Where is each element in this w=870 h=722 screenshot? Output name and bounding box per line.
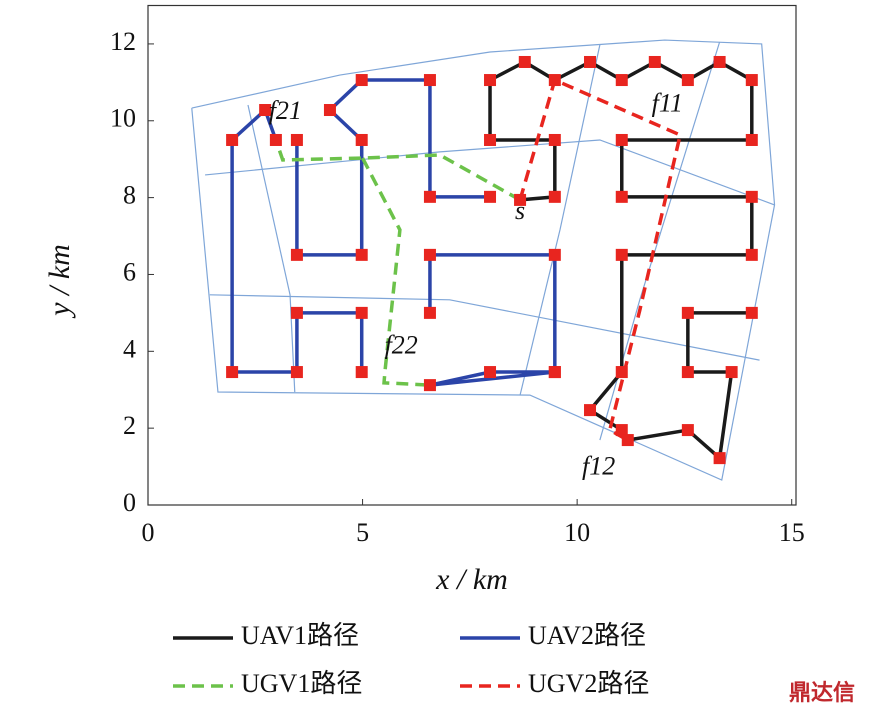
annotation: f22 <box>385 330 418 359</box>
waypoint-marker <box>484 74 497 87</box>
watermark: 鼎达信 <box>789 680 855 706</box>
x-tick-label: 0 <box>142 518 155 547</box>
annotation: s <box>515 196 525 225</box>
waypoint-marker <box>548 74 561 87</box>
waypoint-marker <box>621 434 634 447</box>
waypoint-marker <box>713 55 726 68</box>
waypoint-marker <box>518 55 531 68</box>
waypoint-marker <box>423 190 436 203</box>
waypoint-marker <box>423 306 436 319</box>
waypoint-marker <box>745 306 758 319</box>
annotation: f12 <box>582 451 615 480</box>
waypoint-marker <box>681 306 694 319</box>
waypoint-marker <box>514 193 527 206</box>
waypoint-marker <box>615 133 628 146</box>
waypoint-marker <box>290 366 303 379</box>
waypoint-marker <box>713 452 726 465</box>
waypoint-marker <box>548 248 561 261</box>
waypoint-marker <box>725 366 738 379</box>
legend-label: UGV1路径 <box>241 669 362 698</box>
waypoint-marker <box>745 190 758 203</box>
waypoint-marker <box>226 366 239 379</box>
waypoint-marker <box>423 248 436 261</box>
x-tick-label: 15 <box>779 518 805 547</box>
waypoint-marker <box>355 248 368 261</box>
annotation: f11 <box>652 88 683 117</box>
mesh-line <box>599 41 721 441</box>
waypoint-marker <box>548 190 561 203</box>
waypoint-marker <box>290 306 303 319</box>
waypoint-marker <box>484 133 497 146</box>
legend-label: UGV2路径 <box>528 669 649 698</box>
x-tick-label: 5 <box>356 518 369 547</box>
y-tick-label: 8 <box>123 181 136 210</box>
series-line <box>518 77 683 442</box>
waypoint-marker <box>615 74 628 87</box>
y-tick-label: 12 <box>110 27 136 56</box>
waypoint-marker <box>259 104 272 117</box>
waypoint-marker <box>484 366 497 379</box>
waypoint-marker <box>226 133 239 146</box>
waypoint-marker <box>615 424 628 437</box>
y-tick-label: 2 <box>123 411 136 440</box>
waypoint-marker <box>355 306 368 319</box>
waypoint-marker <box>745 248 758 261</box>
x-tick-label: 10 <box>564 518 590 547</box>
mesh-line <box>247 104 296 393</box>
waypoint-marker <box>745 133 758 146</box>
waypoint-marker <box>290 248 303 261</box>
waypoint-marker <box>584 404 597 417</box>
waypoint-marker <box>290 133 303 146</box>
mesh-line <box>205 139 775 206</box>
y-tick-label: 6 <box>123 257 136 286</box>
waypoint-marker <box>615 366 628 379</box>
waypoint-marker <box>745 74 758 87</box>
waypoint-marker <box>269 133 282 146</box>
waypoint-marker <box>615 190 628 203</box>
x-axis-label: x / km <box>435 563 508 596</box>
waypoint-marker <box>584 55 597 68</box>
waypoint-marker <box>423 379 436 392</box>
waypoint-marker <box>681 74 694 87</box>
y-tick-label: 10 <box>110 104 136 133</box>
mesh-line <box>191 39 776 481</box>
waypoint-marker <box>355 74 368 87</box>
waypoint-marker <box>355 133 368 146</box>
series-line <box>274 139 521 387</box>
y-tick-label: 0 <box>123 488 136 517</box>
waypoint-marker <box>648 55 661 68</box>
waypoint-marker <box>681 424 694 437</box>
waypoint-marker <box>681 366 694 379</box>
mesh-line <box>519 44 601 396</box>
legend-label: UAV2路径 <box>528 621 646 650</box>
y-axis-label: y / km <box>43 244 76 319</box>
waypoint-marker <box>484 190 497 203</box>
waypoint-marker <box>615 248 628 261</box>
y-tick-label: 4 <box>123 334 136 363</box>
waypoint-marker <box>355 366 368 379</box>
waypoint-marker <box>323 104 336 117</box>
legend-label: UAV1路径 <box>241 621 359 650</box>
plot-frame <box>147 4 797 506</box>
waypoint-marker <box>548 366 561 379</box>
annotation: f21 <box>269 96 302 125</box>
waypoint-marker <box>548 133 561 146</box>
waypoint-marker <box>423 74 436 87</box>
